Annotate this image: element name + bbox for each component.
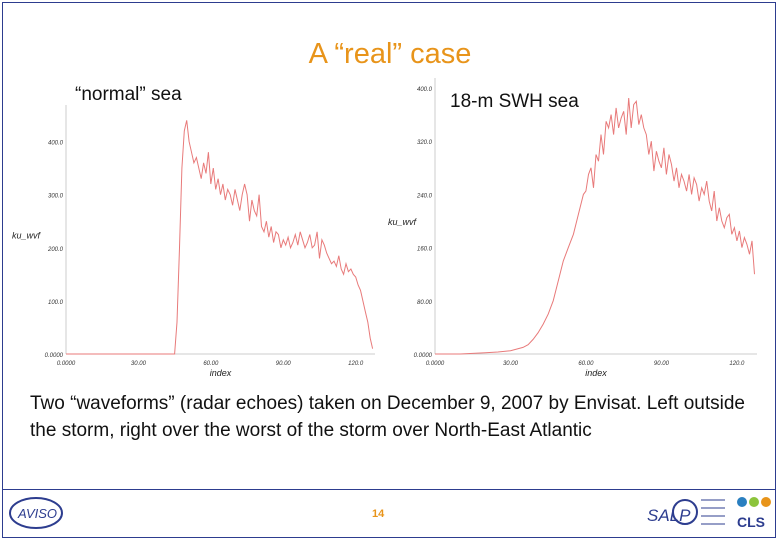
normal-sea-ytick-label: 400.0 bbox=[48, 141, 64, 147]
cls-logo: CLS bbox=[734, 494, 774, 539]
normal-sea-xtick-label: 30.00 bbox=[131, 361, 147, 367]
chart-normal-sea-svg: 0.0000 100.0 200.0 300.0 400.0 0.0000 30.00 60.… bbox=[12, 105, 375, 378]
chart-storm-sea: 0.0000 80.00 160.0 240.0 320.0 400.0 0.0000 30.… bbox=[385, 75, 775, 385]
storm-sea-ytick-label: 160.0 bbox=[417, 247, 433, 253]
chart-storm-sea-svg: 0.0000 80.00 160.0 240.0 320.0 400.0 0.0000 30.… bbox=[388, 78, 757, 378]
normal-sea-xtick-label: 0.0000 bbox=[57, 361, 76, 367]
normal-sea-ytick-label: 0.0000 bbox=[45, 353, 64, 359]
storm-sea-x-axis-label: index bbox=[585, 368, 607, 378]
storm-sea-series-line bbox=[435, 97, 755, 355]
normal-sea-xtick-label: 120.0 bbox=[348, 361, 364, 367]
chart-normal-sea: 0.0000 100.0 200.0 300.0 400.0 0.0000 30.00 60.… bbox=[10, 75, 380, 385]
storm-sea-xtick-label: 60.00 bbox=[578, 361, 594, 367]
normal-sea-xtick-label: 60.00 bbox=[203, 361, 219, 367]
slide-title: A “real” case bbox=[308, 38, 472, 70]
aviso-logo-text: AVISO bbox=[17, 506, 57, 521]
storm-sea-xtick-label: 0.0000 bbox=[426, 361, 445, 367]
chart-normal-sea-label: “normal” sea bbox=[75, 84, 182, 105]
normal-sea-xtick-label: 90.00 bbox=[276, 361, 292, 367]
storm-sea-ytick-label: 80.00 bbox=[417, 300, 433, 306]
normal-sea-x-axis-label: index bbox=[210, 368, 232, 378]
storm-sea-y-axis-label: ku_wvf bbox=[388, 217, 418, 227]
storm-sea-ytick-label: 400.0 bbox=[417, 87, 433, 93]
cls-logo-text: CLS bbox=[737, 514, 765, 530]
aviso-logo: AVISO bbox=[8, 495, 64, 536]
storm-sea-xtick-label: 120.0 bbox=[729, 361, 745, 367]
page-number: 14 bbox=[372, 508, 385, 520]
storm-sea-ytick-label: 240.0 bbox=[416, 193, 433, 199]
normal-sea-ytick-label: 300.0 bbox=[48, 194, 64, 200]
chart-storm-sea-label: 18-m SWH sea bbox=[450, 91, 579, 112]
storm-sea-xtick-label: 90.00 bbox=[654, 361, 670, 367]
normal-sea-ytick-label: 200.0 bbox=[47, 247, 64, 253]
footer-bar bbox=[2, 489, 776, 537]
normal-sea-y-axis-label: ku_wvf bbox=[12, 231, 42, 241]
storm-sea-ytick-label: 0.0000 bbox=[414, 353, 433, 359]
salp-logo-text: SALP bbox=[647, 506, 691, 525]
salp-logo: SALP bbox=[645, 494, 730, 537]
storm-sea-ytick-label: 320.0 bbox=[417, 140, 433, 146]
normal-sea-series-line bbox=[66, 120, 374, 355]
slide-caption: Two “waveforms” (radar echoes) taken on … bbox=[30, 393, 745, 441]
storm-sea-xtick-label: 30.00 bbox=[503, 361, 519, 367]
normal-sea-ytick-label: 100.0 bbox=[48, 300, 64, 306]
